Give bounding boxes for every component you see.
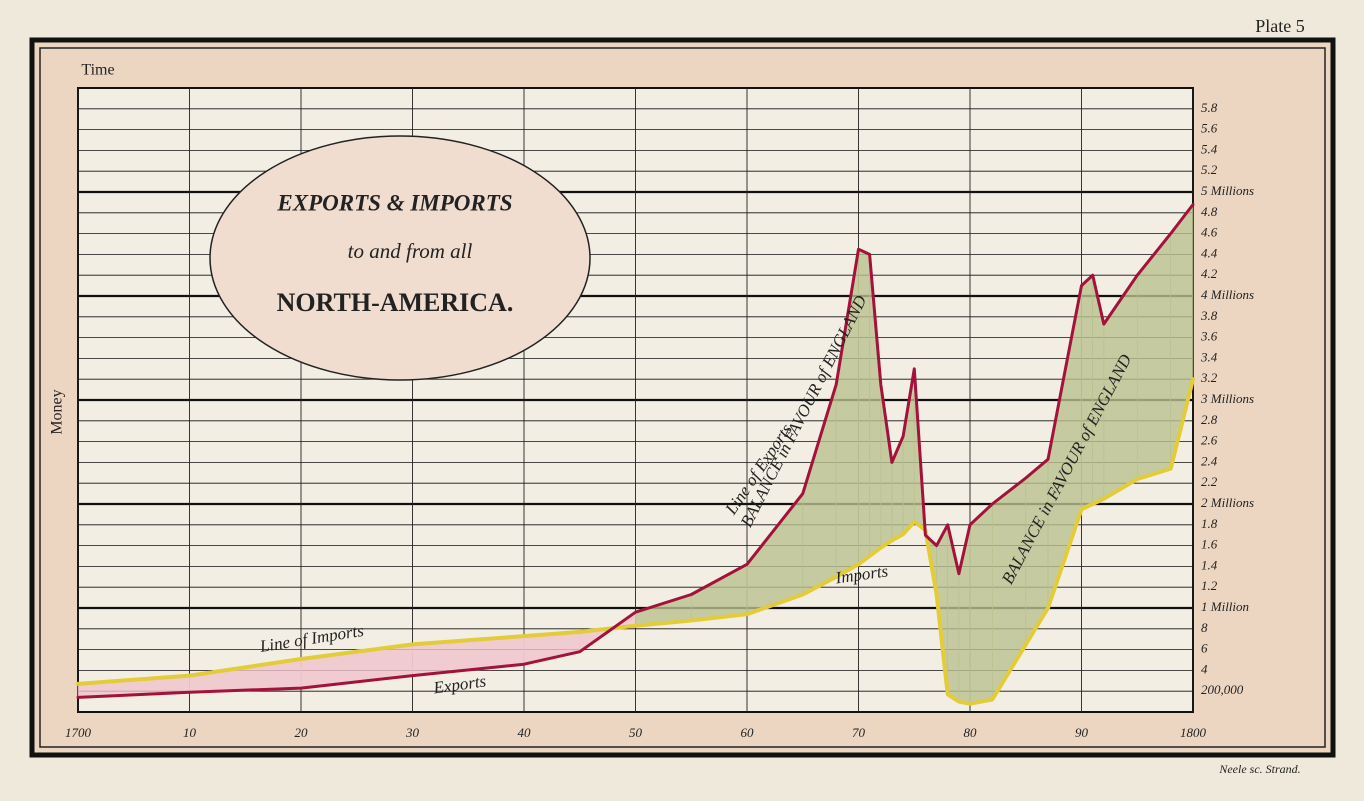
x-tick-label: 40 <box>518 725 532 740</box>
y-tick-label: 1.8 <box>1201 516 1218 531</box>
credit: Neele sc. Strand. <box>1218 762 1300 776</box>
y-tick-label: 4.8 <box>1201 204 1218 219</box>
y-tick-label: 2 Millions <box>1201 495 1254 510</box>
y-tick-label: 3.4 <box>1200 349 1218 364</box>
y-tick-label: 5.2 <box>1201 162 1218 177</box>
y-tick-label: 1.2 <box>1201 578 1218 593</box>
x-tick-label: 50 <box>629 725 643 740</box>
y-tick-label: 3 Millions <box>1200 391 1254 406</box>
y-tick-label: 3.8 <box>1200 308 1218 323</box>
y-tick-label: 5 Millions <box>1201 183 1254 198</box>
y-tick-label: 8 <box>1201 620 1208 635</box>
x-axis-label: Time <box>81 62 114 79</box>
x-tick-label: 20 <box>295 725 309 740</box>
y-tick-label: 4.2 <box>1201 266 1218 281</box>
y-tick-label: 6 <box>1201 641 1208 656</box>
balance-area <box>969 503 993 705</box>
series-line <box>76 377 1195 706</box>
y-tick-label: 4 <box>1201 661 1208 676</box>
y-axis-label: Money <box>49 389 66 434</box>
y-tick-label: 1.6 <box>1201 537 1218 552</box>
title-oval <box>209 135 591 381</box>
x-tick-label: 1800 <box>1180 725 1207 740</box>
x-tick-label: 30 <box>405 725 420 740</box>
y-tick-label: 5.8 <box>1201 100 1218 115</box>
y-tick-label: 3.2 <box>1200 370 1218 385</box>
plate-label: Plate 5 <box>1255 16 1305 36</box>
balance-area <box>1081 274 1093 510</box>
y-tick-label: 2.6 <box>1201 433 1218 448</box>
y-tick-label: 2.2 <box>1201 474 1218 489</box>
y-tick-label: 4.6 <box>1201 225 1218 240</box>
y-tick-label: 3.6 <box>1200 329 1218 344</box>
x-tick-label: 1700 <box>65 725 92 740</box>
x-tick-label: 90 <box>1075 725 1089 740</box>
chart-subtitle: to and from all <box>348 239 473 263</box>
chart-title: EXPORTS & IMPORTS <box>276 190 512 215</box>
x-tick-label: 60 <box>741 725 755 740</box>
inner-frame <box>39 47 1326 748</box>
y-tick-label: 200,000 <box>1201 682 1244 697</box>
y-tick-label: 2.8 <box>1201 412 1218 427</box>
x-tick-label: 80 <box>964 725 978 740</box>
y-tick-label: 1 Million <box>1201 599 1249 614</box>
y-tick-label: 4 Millions <box>1201 287 1254 302</box>
x-tick-label: 70 <box>852 725 866 740</box>
y-tick-label: 4.4 <box>1201 245 1218 260</box>
series-line <box>76 203 1195 699</box>
chart-title-place: NORTH-AMERICA. <box>277 288 514 317</box>
x-tick-label: 10 <box>183 725 197 740</box>
y-tick-label: 1.4 <box>1201 557 1218 572</box>
y-tick-label: 5.6 <box>1201 121 1218 136</box>
y-tick-label: 5.4 <box>1201 141 1218 156</box>
y-tick-label: 2.4 <box>1201 453 1218 468</box>
